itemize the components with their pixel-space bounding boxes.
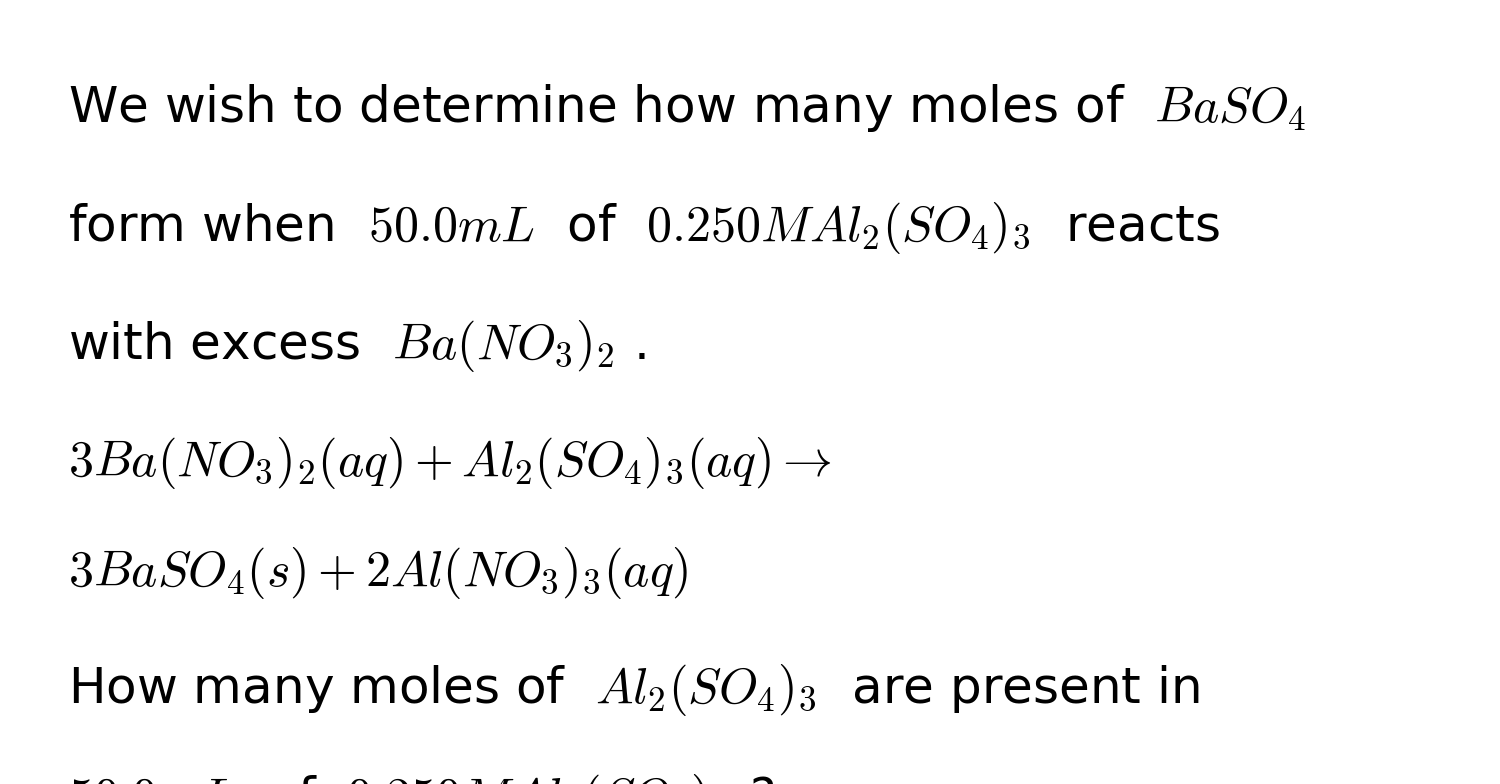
Text: $3Ba(NO_3)_2(aq) + Al_2(SO_4)_3(aq) \rightarrow$: $3Ba(NO_3)_2(aq) + Al_2(SO_4)_3(aq) \rig… — [68, 435, 831, 491]
Text: $3BaSO_4(s) + 2Al(NO_3)_3(aq)$: $3BaSO_4(s) + 2Al(NO_3)_3(aq)$ — [68, 545, 687, 601]
Text: How many moles of  $Al_2(SO_4)_3$  are present in: How many moles of $Al_2(SO_4)_3$ are pre… — [68, 662, 1198, 718]
Text: We wish to determine how many moles of  $BaSO_4$: We wish to determine how many moles of $… — [68, 82, 1305, 134]
Text: form when  $50.0mL$  of  $0.250MAl_2(SO_4)_3$  reacts: form when $50.0mL$ of $0.250MAl_2(SO_4)_… — [68, 200, 1219, 256]
Text: with excess  $Ba(NO_3)_2$ .: with excess $Ba(NO_3)_2$ . — [68, 318, 645, 373]
Text: $50.0mL$  of  $0.250MAl_2(SO_4)_3$ ?: $50.0mL$ of $0.250MAl_2(SO_4)_3$ ? — [68, 772, 774, 784]
